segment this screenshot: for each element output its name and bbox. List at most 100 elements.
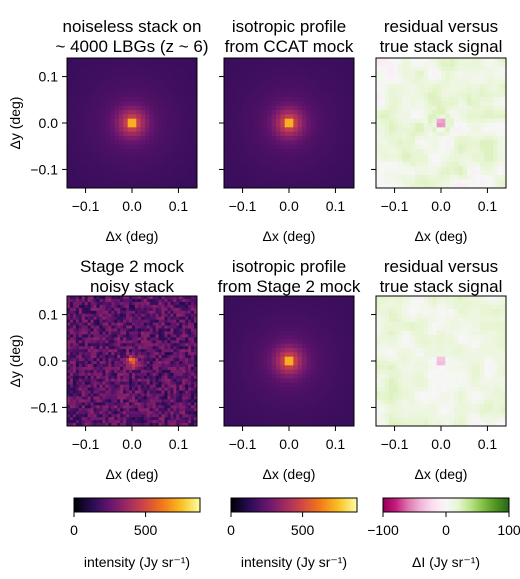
heatmap-cell [120,417,124,421]
heatmap-cell [245,313,251,319]
heatmap-cell [90,423,94,427]
heatmap-cell [179,405,183,409]
heatmap-cell [101,88,107,94]
heatmap-cell [184,157,189,163]
heatmap-cell [389,149,394,154]
heatmap-cell [153,144,159,150]
heatmap-cell [123,325,127,329]
heatmap-cell [127,183,133,189]
heatmap-cell [284,123,290,128]
heatmap-cell [123,170,129,176]
heatmap-cell [90,358,94,362]
heatmap-cell [84,417,89,421]
heatmap-cell [184,84,189,89]
panel-title-line: from Stage 2 mock [218,277,361,296]
heatmap-cell [258,313,264,319]
heatmap-cell [158,340,162,344]
heatmap-cell [336,84,342,89]
heatmap-cell [176,352,180,356]
heatmap-cell [241,88,247,94]
heatmap-cell [123,381,127,386]
heatmap-cell [302,84,307,89]
heatmap-cell [129,304,133,309]
heatmap-cell [67,183,72,189]
heatmap-cell [306,71,312,76]
heatmap-cell [306,149,312,154]
heatmap-cell [167,363,171,368]
heatmap-cell [67,352,71,356]
heatmap-cell [258,58,264,63]
heatmap-cell [173,375,177,380]
heatmap-cell [191,417,195,421]
heatmap-cell [161,411,165,415]
heatmap-cell [93,114,98,120]
heatmap-cell [114,423,118,427]
heatmap-cell [132,387,136,391]
heatmap-cell [146,319,151,323]
heatmap-cell [267,62,273,68]
heatmap-cell [146,316,151,321]
heatmap-cell [310,183,316,189]
heatmap-cell [415,92,420,98]
heatmap-cell [471,62,477,68]
heatmap-cell [406,140,412,146]
heatmap-cell [173,369,177,374]
heatmap-cell [237,300,242,306]
heatmap-cell [182,337,186,341]
heatmap-cell [185,372,189,377]
heatmap-cell [250,97,255,102]
heatmap-cell [185,304,189,309]
heatmap-cell [71,110,77,115]
heatmap-cell [406,62,412,68]
heatmap-cell [250,110,255,115]
heatmap-cell [171,140,176,146]
heatmap-cell [75,322,80,326]
heatmap-cell [493,71,498,76]
heatmap-cell [166,105,172,111]
heatmap-cell [72,322,77,326]
heatmap-cell [137,393,142,397]
heatmap-cell [137,331,142,335]
heatmap-cell [175,179,181,185]
heatmap-cell [188,417,192,421]
heatmap-cell [146,381,151,386]
heatmap-cell [419,175,425,180]
heatmap-cell [132,334,136,338]
heatmap-cell [415,157,420,163]
heatmap-cell [501,127,507,133]
heatmap-cell [149,298,154,303]
heatmap-cell [96,414,100,418]
heatmap-cell [146,399,151,403]
heatmap-cell [393,153,399,159]
heatmap-cell [173,423,177,427]
heatmap-cell [245,136,251,141]
heatmap-cell [263,84,268,89]
heatmap-cell [123,66,129,72]
heatmap-cell [384,140,390,146]
heatmap-cell [254,118,260,124]
heatmap-cell [480,58,485,63]
heatmap-cell [132,361,136,365]
heatmap-cell [111,328,115,332]
heatmap-cell [149,144,155,150]
heatmap-cell [71,58,77,63]
heatmap-cell [75,298,80,303]
heatmap-cell [167,420,171,424]
heatmap-cell [241,157,247,163]
heatmap-cell [228,149,234,154]
heatmap-cell [297,92,303,98]
heatmap-cell [161,366,165,371]
heatmap-cell [182,393,186,397]
heatmap-cell [134,369,139,374]
heatmap-cell [293,92,299,98]
heatmap-cell [108,352,112,356]
heatmap-cell [345,58,351,63]
heatmap-cell [88,183,94,189]
heatmap-cell [110,127,116,133]
heatmap-cell [110,101,116,107]
heatmap-cell [306,66,312,72]
heatmap-cell [175,131,181,137]
heatmap-cell [475,88,481,94]
heatmap-cell [306,140,312,146]
heatmap-cell [145,166,150,172]
